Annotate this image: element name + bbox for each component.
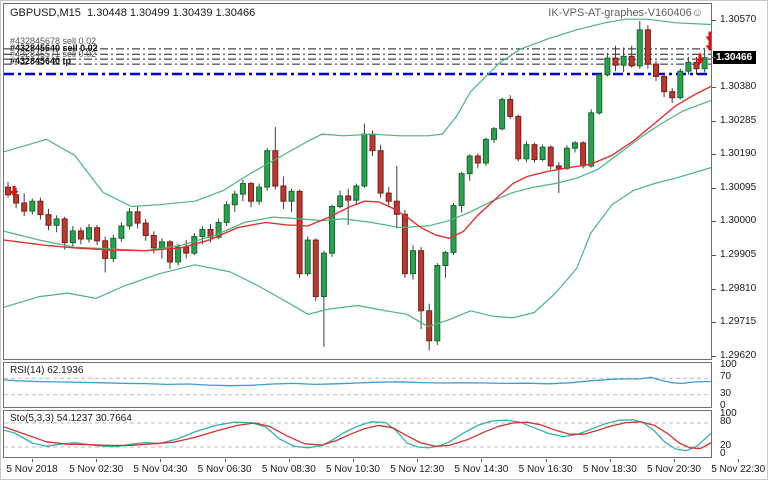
rsi-axis-label: 30 [720, 387, 732, 399]
time-axis-tick [545, 459, 547, 462]
time-axis-label: 5 Nov 04:30 [133, 464, 188, 475]
time-axis-tick [481, 459, 483, 462]
main-chart-canvas[interactable] [4, 4, 711, 359]
time-axis[interactable]: 5 Nov 2018 5 Nov 02:30 5 Nov 04:30 5 Nov 06… [1, 459, 767, 479]
main-chart-pane[interactable]: GBPUSD,M15 1.30448 1.30499 1.30439 1.304… [3, 3, 712, 360]
stochastic-axis-label: 80 [720, 416, 732, 427]
price-axis[interactable]: 1.30570 1.30466 1.30380 1.30285 1.30190 1.300… [712, 1, 767, 459]
time-axis-tick [160, 459, 162, 462]
time-axis-tick [738, 459, 740, 462]
price-axis-label: 1.30570 [720, 14, 757, 25]
time-axis-label: 5 Nov 10:30 [326, 464, 380, 475]
rsi-axis-label: 100 [720, 359, 737, 370]
position-line-label: #432845571 sell 0.02 [10, 49, 97, 59]
stochastic-pane[interactable]: Sto(5,3,3) 54.1237 30.7664 [3, 410, 712, 458]
time-axis-label: 5 Nov 16:30 [518, 464, 573, 475]
symbol-ohlc-header: GBPUSD,M15 1.30448 1.30499 1.30439 1.304… [10, 7, 255, 19]
template-watermark: IK-VPS-AT-graphes-V160406☺ [548, 7, 703, 19]
stochastic-canvas [4, 419, 711, 452]
price-axis-tick [712, 355, 716, 357]
price-axis-label: 1.29810 [720, 282, 757, 294]
stochastic-axis-label: 100 [720, 408, 737, 419]
price-axis-label: 1.30000 [720, 215, 757, 227]
price-axis-tick [712, 187, 716, 189]
time-axis-tick [353, 459, 354, 462]
position-line-label: #432845640 sell 0.02 [10, 43, 98, 53]
time-axis-label: 5 Nov 02:30 [69, 464, 124, 475]
time-axis-tick [288, 459, 290, 462]
time-axis-tick [96, 459, 98, 462]
price-axis-label: 1.30190 [720, 148, 757, 160]
price-axis-label: 1.30285 [720, 114, 757, 126]
time-axis-label: 5 Nov 2018 [6, 464, 58, 475]
rsi-axis-label: 0 [720, 400, 726, 411]
price-axis-tick [712, 254, 716, 256]
price-axis-tick [712, 322, 716, 324]
price-axis-label: 1.30380 [720, 81, 757, 93]
rsi-canvas [4, 376, 711, 396]
price-axis-tick [712, 288, 716, 290]
ohlc-values: 1.30448 1.30499 1.30439 1.30466 [87, 7, 256, 19]
time-axis-tick [224, 459, 226, 462]
time-axis-tick [417, 459, 419, 462]
current-price-tag: 1.30466 [713, 50, 757, 64]
price-axis-tick [712, 56, 716, 58]
position-line-label: #432845678 sell 0.02 [10, 36, 97, 46]
stochastic-axis-label: 20 [720, 440, 732, 451]
price-axis-tick [712, 221, 716, 223]
rsi-pane[interactable]: RSI(14) 62.1936 [3, 362, 712, 408]
time-axis-label: 5 Nov 22:30 [711, 464, 766, 475]
position-line-label: #432845640 tp [10, 56, 72, 66]
price-axis-label: 1.29905 [720, 248, 757, 260]
time-axis-label: 5 Nov 12:30 [390, 464, 445, 475]
price-axis-label: 1.29715 [720, 316, 757, 328]
rsi-axis-label: 70 [720, 371, 732, 383]
time-axis-tick [674, 459, 675, 462]
price-axis-tick [712, 154, 716, 156]
price-axis-tick [712, 120, 716, 122]
time-axis-label: 5 Nov 20:30 [647, 464, 701, 475]
price-axis-tick [712, 87, 716, 89]
stochastic-label: Sto(5,3,3) 54.1237 30.7664 [10, 413, 132, 424]
time-axis-tick [609, 459, 611, 462]
rsi-label: RSI(14) 62.1936 [10, 365, 84, 376]
price-axis-label: 1.30095 [720, 181, 757, 193]
time-axis-label: 5 Nov 08:30 [261, 464, 316, 475]
stochastic-axis-label: 0 [720, 448, 726, 459]
time-axis-label: 5 Nov 14:30 [454, 464, 509, 475]
time-axis-label: 5 Nov 06:30 [197, 464, 252, 475]
price-axis-tick [712, 20, 716, 21]
time-axis-tick [32, 459, 33, 462]
symbol-timeframe-label: GBPUSD,M15 [10, 7, 81, 19]
time-axis-label: 5 Nov 18:30 [582, 464, 637, 475]
price-axis-label: 1.29620 [720, 349, 757, 361]
